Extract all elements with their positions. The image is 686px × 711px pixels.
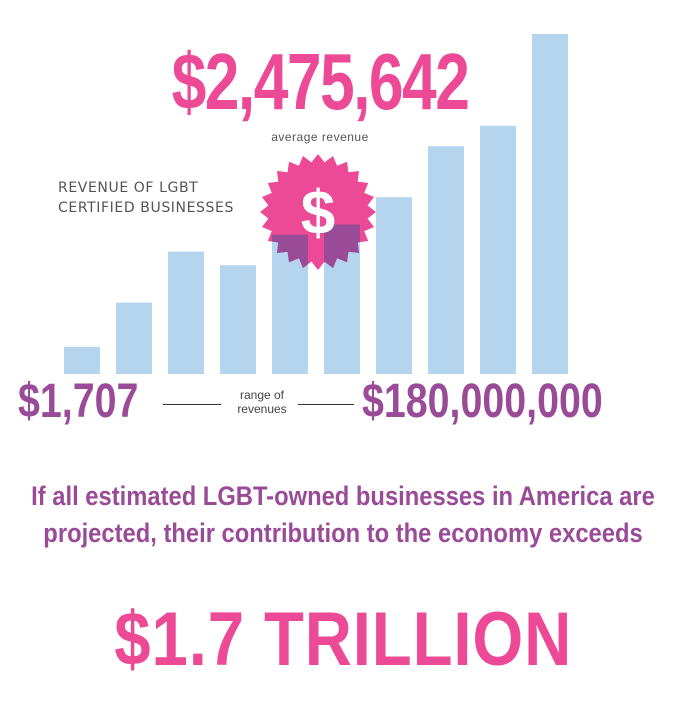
average-revenue-label: average revenue [271, 130, 369, 144]
total-contribution-text: $1.7 TRILLION [114, 597, 572, 682]
chart-title: REVENUE OF LGBT CERTIFIED BUSINESSES [58, 180, 234, 216]
range-max-value: $180,000,000 [362, 375, 603, 428]
range-label-line1: range of [239, 388, 285, 402]
range-label: range of revenues [226, 388, 298, 416]
dollar-symbol: $ [301, 179, 335, 248]
range-label-line2: revenues [237, 402, 287, 416]
range-divider-left [163, 404, 221, 405]
total-contribution-value: $1.7 TRILLION [0, 602, 686, 678]
range-divider-right [298, 404, 354, 405]
revenue-bar [168, 251, 204, 374]
projection-statement: If all estimated LGBT-owned businesses i… [0, 478, 686, 552]
range-min-value: $1,707 [18, 375, 139, 428]
revenue-bar [480, 125, 516, 374]
revenue-bar [116, 302, 152, 374]
average-revenue-value: $2,475,642 [171, 37, 470, 126]
revenue-bar [428, 146, 464, 374]
revenue-bar [532, 34, 568, 374]
revenue-bar [64, 346, 100, 374]
revenue-bar [220, 265, 256, 374]
projection-text: If all estimated LGBT-owned businesses i… [31, 481, 655, 548]
revenue-bar [376, 197, 412, 374]
